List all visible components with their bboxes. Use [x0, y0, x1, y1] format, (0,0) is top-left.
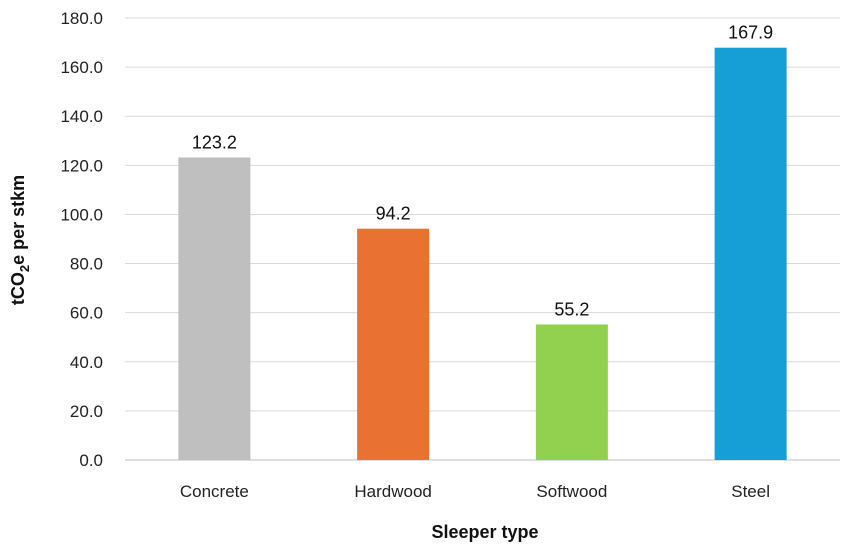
data-label-hardwood: 94.2: [376, 204, 411, 224]
y-tick-label: 20.0: [70, 402, 103, 421]
bar-softwood: [535, 324, 608, 460]
x-axis-ticks: Concrete Hardwood Softwood Steel: [180, 482, 770, 501]
x-tick-label-concrete: Concrete: [180, 482, 249, 501]
y-tick-label: 160.0: [60, 58, 103, 77]
y-tick-label: 80.0: [70, 255, 103, 274]
y-axis-title: tCO2e per stkm: [8, 175, 32, 305]
x-axis-title: Sleeper type: [431, 522, 538, 542]
y-tick-label: 0.0: [79, 451, 103, 470]
x-tick-label-steel: Steel: [731, 482, 770, 501]
y-axis-title-part-2: e per stkm: [8, 175, 28, 265]
bars: [178, 47, 787, 461]
bar-steel: [714, 47, 787, 461]
data-label-concrete: 123.2: [192, 132, 237, 152]
bar-concrete: [178, 157, 251, 460]
data-label-steel: 167.9: [728, 23, 773, 43]
y-tick-label: 120.0: [60, 156, 103, 175]
y-tick-label: 180.0: [60, 9, 103, 28]
y-tick-label: 40.0: [70, 353, 103, 372]
y-axis-ticks: 0.0 20.0 40.0 60.0 80.0 100.0 120.0 140.0 160.0 1…: [60, 9, 103, 470]
x-tick-label-softwood: Softwood: [536, 482, 607, 501]
data-label-softwood: 55.2: [554, 299, 589, 319]
y-tick-label: 60.0: [70, 304, 103, 323]
y-tick-label: 100.0: [60, 205, 103, 224]
data-labels: 123.2 94.2 55.2 167.9: [192, 23, 773, 320]
bar-hardwood: [357, 228, 430, 460]
y-axis-title-part-1: tCO: [8, 272, 28, 305]
y-tick-label: 140.0: [60, 107, 103, 126]
y-axis-title-subscript: 2: [17, 265, 32, 272]
x-tick-label-hardwood: Hardwood: [354, 482, 432, 501]
